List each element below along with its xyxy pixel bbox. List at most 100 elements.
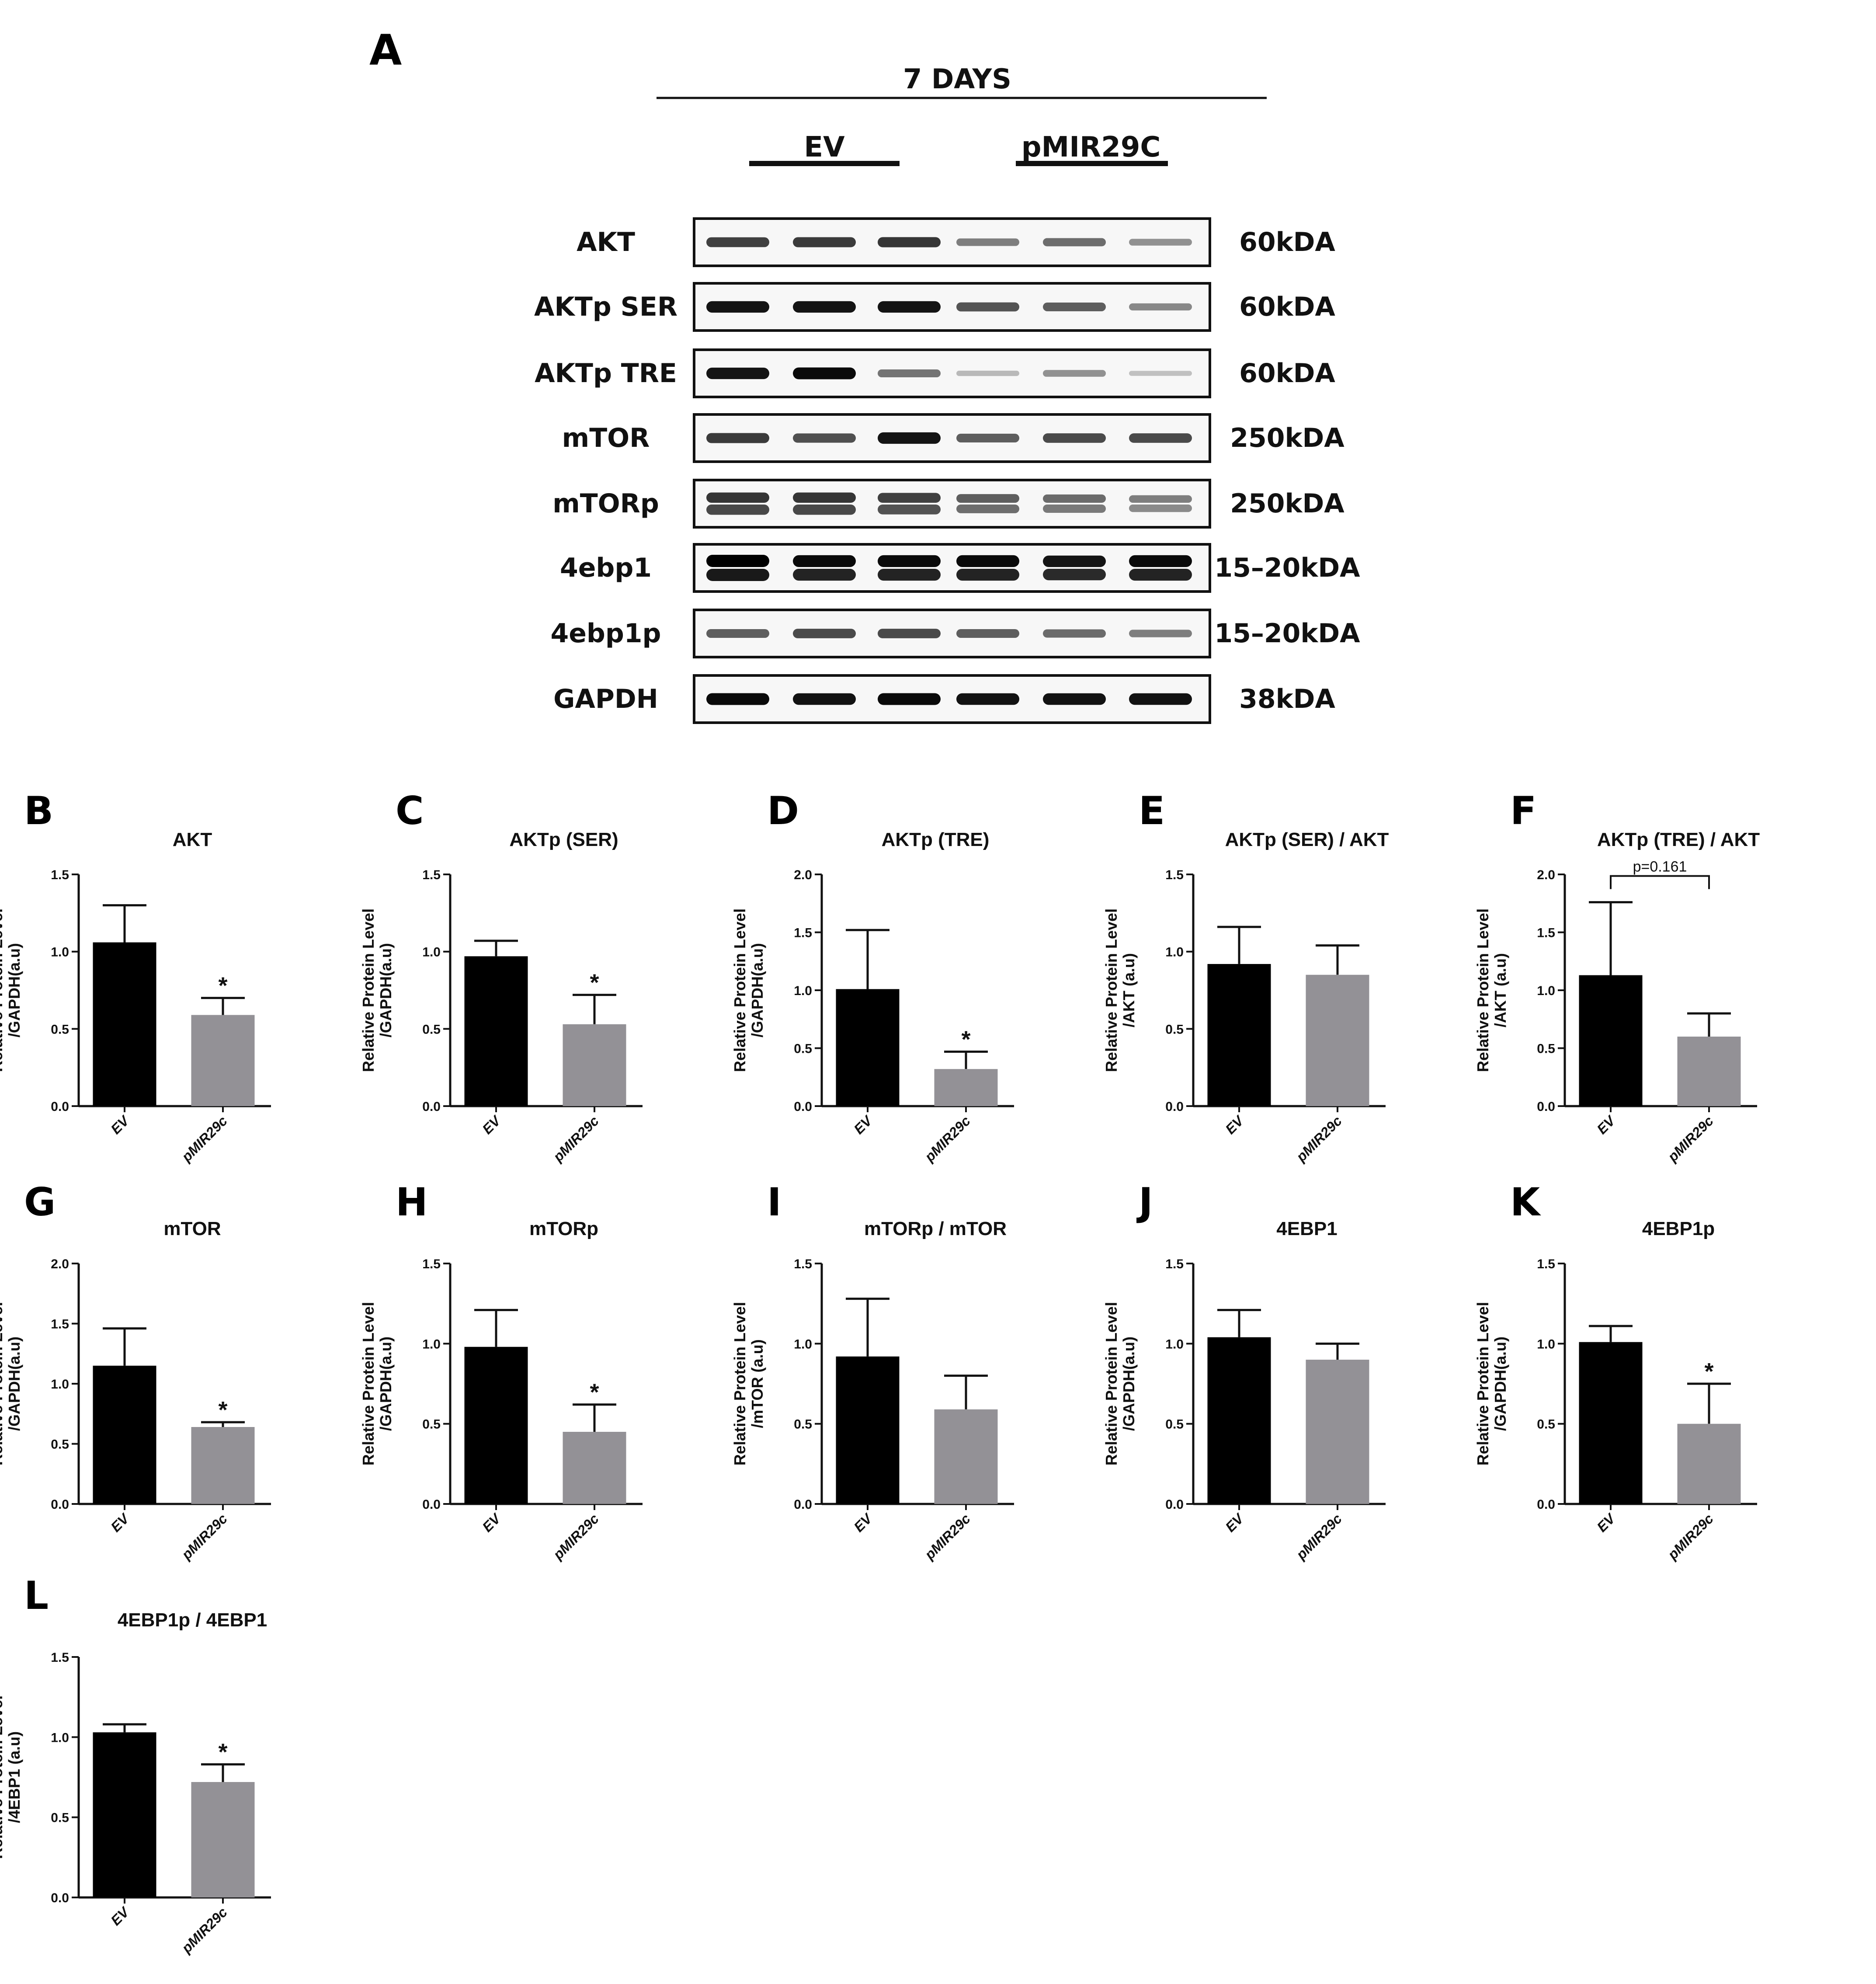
blot-band (1043, 569, 1106, 581)
y-axis-label: /mTOR (a.u) (748, 1339, 766, 1428)
y-tick-label: 0.5 (794, 1417, 812, 1432)
y-tick-label: 0.0 (1165, 1100, 1184, 1114)
blot-band (956, 434, 1019, 442)
blot-band (706, 693, 769, 705)
x-tick-label: pMIR29c (178, 1113, 230, 1165)
significance-marker: * (590, 1379, 599, 1406)
chart-panel-b: B AKT Relative Protein Level/GAPDH(a.u) 0.0… (0, 788, 271, 1165)
chart-panel-k: K 4EBP1p Relative Protein Level/GAPDH(a.u)… (1474, 1180, 1757, 1563)
blot-row: AKT 60kDA (577, 217, 1335, 267)
blot-protein-label: mTOR (562, 423, 650, 453)
bar (563, 1024, 626, 1106)
panel-letter: K (1510, 1180, 1541, 1225)
x-tick-label: pMIR29c (1293, 1113, 1345, 1165)
blot-row: 4ebp1p 15–20kDA (550, 609, 1360, 658)
blot-band (793, 367, 856, 379)
x-tick-label: pMIR29c (550, 1511, 602, 1563)
bar (191, 1015, 255, 1106)
blot-band (956, 629, 1019, 638)
bar (464, 1347, 528, 1504)
bar (1306, 1360, 1369, 1504)
y-tick-label: 0.0 (794, 1497, 812, 1512)
blot-size-label: 38kDA (1239, 684, 1335, 714)
chart-title: mTORp / mTOR (864, 1218, 1007, 1239)
significance-marker: * (961, 1026, 970, 1052)
blot-band (878, 555, 941, 567)
y-tick-label: 1.5 (51, 1650, 69, 1665)
bar (934, 1409, 998, 1504)
blot-strip (693, 609, 1211, 658)
blot-size-label: 60kDA (1239, 227, 1335, 258)
y-tick-label: 2.0 (51, 1257, 69, 1271)
bar (1677, 1037, 1741, 1106)
blot-row: mTORp 250kDA (552, 479, 1344, 529)
blot-band (956, 370, 1019, 376)
blot-protein-label: AKTp SER (534, 292, 677, 322)
x-tick-label: pMIR29c (921, 1511, 973, 1563)
blot-band (1129, 505, 1192, 512)
blot-row: 4ebp1 15–20kDA (560, 543, 1360, 593)
x-tick-label: EV (479, 1510, 504, 1535)
y-tick-label: 1.5 (422, 1257, 441, 1271)
chart-title: AKTp (SER) (509, 829, 618, 850)
y-tick-label: 1.0 (422, 945, 441, 960)
y-tick-label: 1.0 (794, 1337, 812, 1351)
blot-band (956, 569, 1019, 581)
blot-band (793, 237, 856, 247)
bar (1306, 975, 1369, 1106)
panel-letter: J (1136, 1180, 1153, 1225)
blot-size-label: 15–20kDA (1214, 553, 1360, 583)
y-tick-label: 0.5 (422, 1417, 441, 1432)
y-tick-label: 1.0 (1537, 984, 1555, 998)
y-axis-label: /GAPDH(a.u) (748, 943, 766, 1037)
blot-band (706, 237, 769, 247)
blot-band (1043, 555, 1106, 567)
blot-strip (693, 674, 1211, 724)
chart-panel-c: C AKTp (SER) Relative Protein Level/GAPDH(… (359, 788, 643, 1165)
y-tick-label: 1.5 (422, 868, 441, 882)
x-tick-label: pMIR29c (178, 1511, 230, 1563)
blot-band (1043, 433, 1106, 443)
blot-row: mTOR 250kDA (562, 413, 1344, 463)
y-axis-label: Relative Protein Level (1102, 908, 1120, 1072)
blot-band (1043, 629, 1106, 638)
blot-band (793, 492, 856, 503)
chart-panel-l: L 4EBP1p / 4EBP1 Relative Protein Level/4E… (0, 1573, 271, 1956)
significance-marker: * (1704, 1358, 1713, 1385)
y-tick-label: 0.5 (1165, 1022, 1184, 1037)
blot-band (793, 693, 856, 705)
blot-row: AKTp TRE 60kDA (535, 348, 1335, 398)
panel-letter: C (396, 788, 424, 833)
blot-band (956, 555, 1019, 567)
blot-band (706, 569, 769, 581)
x-tick-label: EV (851, 1112, 876, 1138)
blot-size-label: 250kDA (1230, 423, 1344, 453)
chart-title: mTORp (529, 1218, 598, 1239)
blot-size-label: 250kDA (1230, 488, 1344, 519)
x-tick-label: EV (1222, 1510, 1247, 1535)
x-tick-label: EV (479, 1112, 504, 1138)
y-tick-label: 2.0 (1537, 868, 1555, 882)
y-tick-label: 0.5 (1537, 1042, 1555, 1056)
bar (836, 989, 900, 1106)
panel-letter: L (24, 1573, 49, 1618)
y-axis-label: Relative Protein Level (1102, 1302, 1120, 1465)
blot-band (1043, 505, 1106, 513)
y-axis-label: /4EBP1 (a.u) (5, 1731, 23, 1823)
blot-band (1129, 371, 1192, 376)
x-tick-label: pMIR29c (921, 1113, 973, 1165)
chart-title: AKT (173, 829, 212, 850)
significance-marker: * (218, 1739, 227, 1765)
chart-title: 4EBP1p (1642, 1218, 1715, 1239)
blot-band (1129, 239, 1192, 246)
bar (464, 956, 528, 1106)
x-tick-label: EV (108, 1510, 133, 1535)
blot-protein-label: AKTp TRE (535, 358, 677, 389)
bar (1579, 975, 1643, 1106)
y-tick-label: 1.0 (1165, 1337, 1184, 1351)
y-axis-label: /GAPDH(a.u) (5, 1337, 23, 1431)
blot-protein-label: mTORp (552, 488, 659, 519)
blot-band (793, 569, 856, 581)
y-axis-label: Relative Protein Level (1474, 1302, 1492, 1465)
